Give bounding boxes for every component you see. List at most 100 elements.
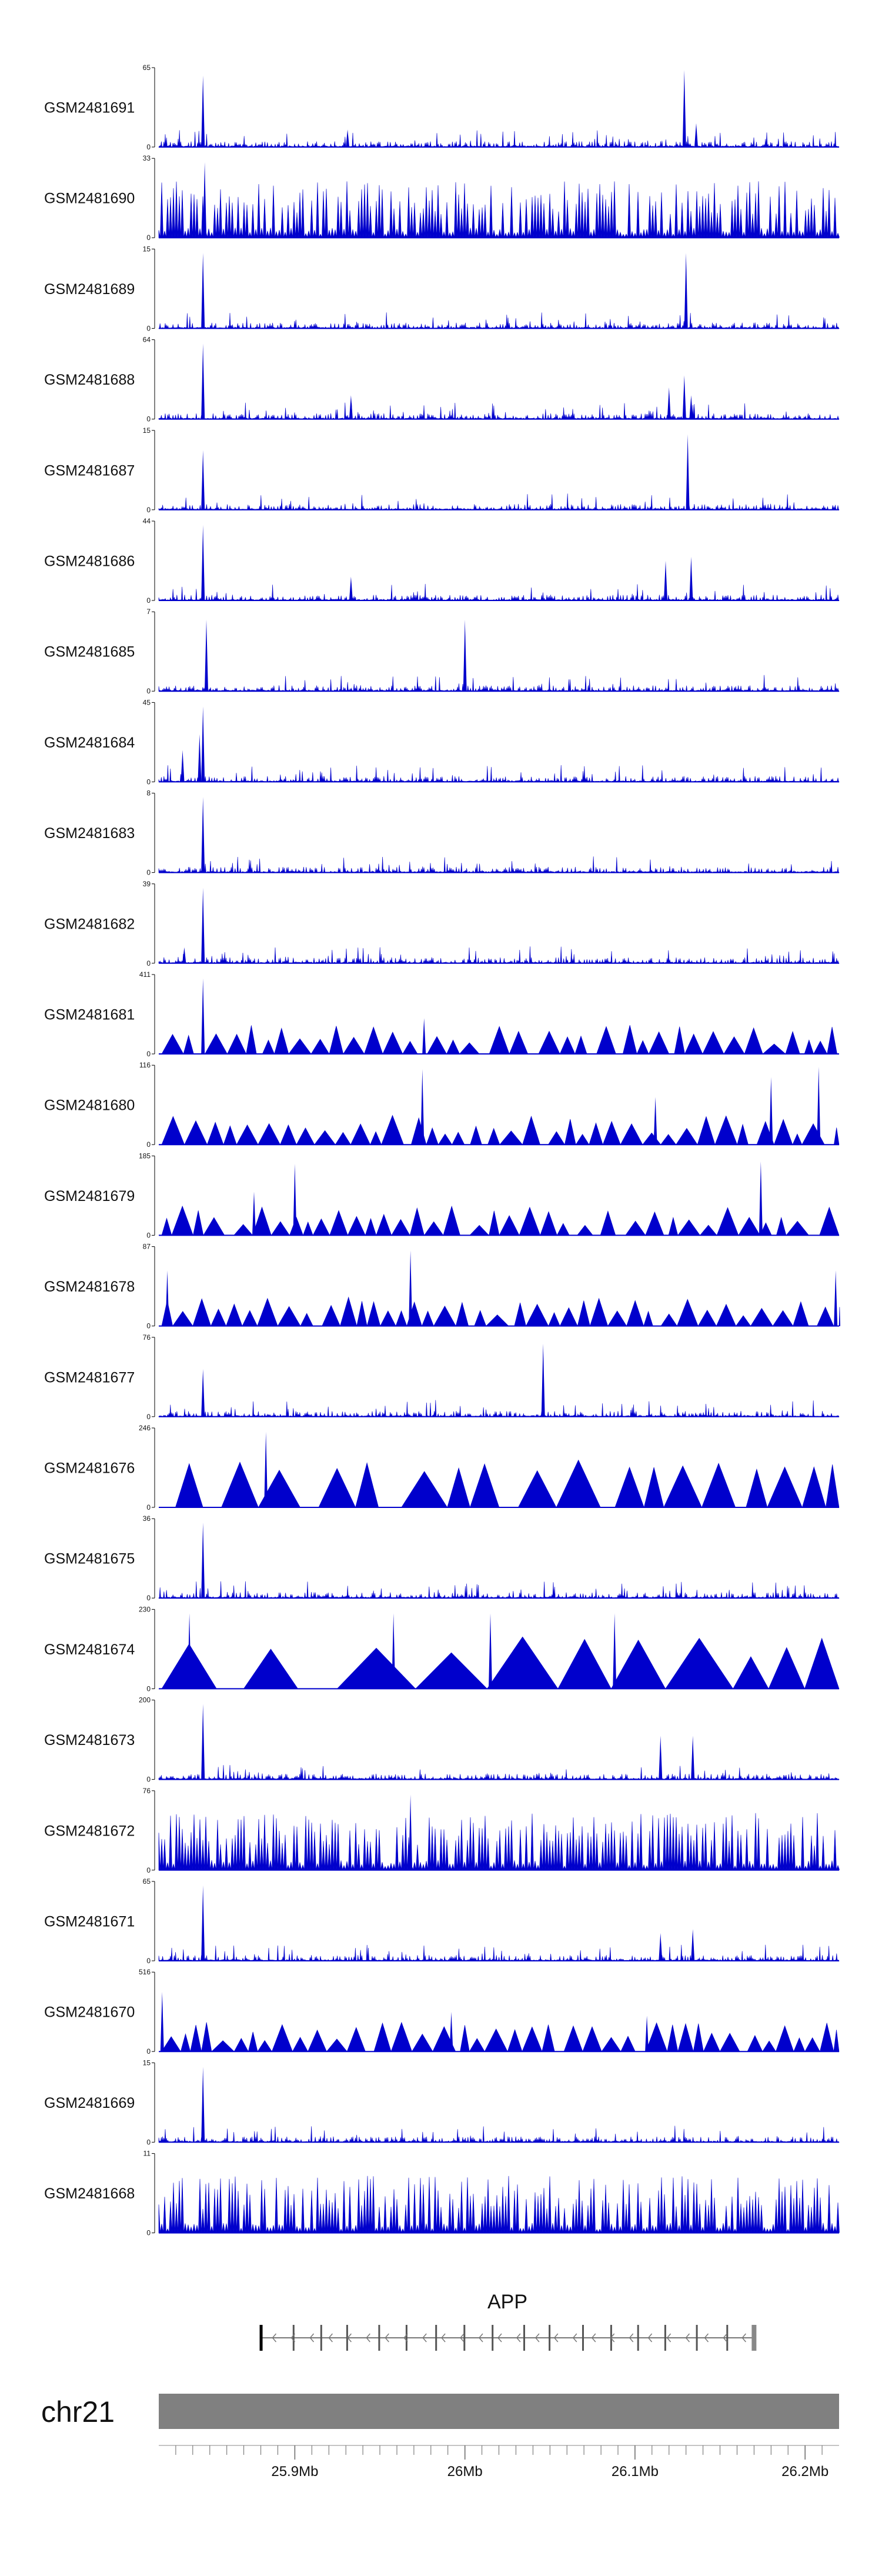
y-max-tick-label: 44 xyxy=(143,517,151,525)
signal-area xyxy=(158,130,840,148)
track-GSM2481670: GSM2481670 516 0 xyxy=(44,1968,840,2056)
signal-area xyxy=(158,765,840,782)
track-GSM2481679: GSM2481679 185 0 xyxy=(44,1152,840,1239)
signal-peak xyxy=(409,1794,413,1870)
y-max-tick-label: 76 xyxy=(143,1787,151,1795)
signal-area xyxy=(158,1813,840,1871)
signal-area xyxy=(158,493,840,510)
signal-peak xyxy=(667,387,671,419)
track-label: GSM2481690 xyxy=(44,191,135,207)
signal-peak xyxy=(201,253,205,329)
track-GSM2481675: GSM2481675 36 0 xyxy=(44,1514,840,1602)
y-min-tick-label: 0 xyxy=(146,1231,151,1239)
y-min-tick-label: 0 xyxy=(146,415,151,423)
signal-peak xyxy=(165,1270,169,1326)
y-min-tick-label: 0 xyxy=(146,2047,151,2056)
y-min-tick-label: 0 xyxy=(146,2138,151,2146)
y-min-tick-label: 0 xyxy=(146,1503,151,1511)
track-label: GSM2481669 xyxy=(44,2095,135,2111)
signal-peak xyxy=(684,253,688,329)
signal-peak xyxy=(613,1613,617,1689)
signal-peak xyxy=(664,560,667,600)
y-min-tick-label: 0 xyxy=(146,143,151,151)
signal-peak xyxy=(759,1161,763,1236)
track-GSM2481676: GSM2481676 246 0 xyxy=(44,1424,840,1511)
signal-peak xyxy=(449,2011,453,2052)
y-max-tick-label: 230 xyxy=(139,1605,151,1613)
signal-peak xyxy=(346,129,350,147)
strand-arrow-icon xyxy=(685,2333,690,2343)
y-max-tick-label: 33 xyxy=(143,154,151,162)
signal-peak xyxy=(653,1097,657,1145)
y-min-tick-label: 0 xyxy=(146,1413,151,1421)
signal-peak xyxy=(682,375,686,419)
signal-area xyxy=(158,856,840,873)
y-max-tick-label: 65 xyxy=(143,1877,151,1886)
axis-position-label: 25.9Mb xyxy=(271,2464,318,2480)
signal-peak xyxy=(201,450,205,510)
signal-peak xyxy=(817,1066,821,1145)
y-max-tick-label: 87 xyxy=(143,1243,151,1251)
gene-exon xyxy=(492,2325,494,2351)
signal-area xyxy=(158,675,840,692)
signal-area xyxy=(158,583,840,601)
track-label: GSM2481679 xyxy=(44,1188,135,1204)
y-max-tick-label: 185 xyxy=(139,1152,151,1160)
gene-exon xyxy=(463,2325,466,2351)
strand-arrow-icon xyxy=(366,2333,370,2343)
track-GSM2481677: GSM2481677 76 0 xyxy=(44,1333,840,1421)
gene-exon xyxy=(637,2325,639,2351)
signal-peak xyxy=(264,1432,268,1507)
signal-peak xyxy=(409,1250,413,1326)
y-max-tick-label: 116 xyxy=(139,1061,151,1069)
track-GSM2481678: GSM2481678 87 0 xyxy=(44,1243,841,1330)
strand-arrow-icon xyxy=(479,2333,483,2343)
axis-position-label: 26Mb xyxy=(447,2464,483,2480)
strand-arrow-icon xyxy=(647,2333,653,2343)
y-min-tick-label: 0 xyxy=(146,1957,151,1965)
signal-peak xyxy=(182,947,186,963)
y-min-tick-label: 0 xyxy=(146,1594,151,1602)
gene-exon xyxy=(405,2325,407,2351)
strand-arrow-icon xyxy=(629,2333,634,2343)
signal-peak xyxy=(201,343,205,419)
y-min-tick-label: 0 xyxy=(146,233,151,242)
strand-arrow-icon xyxy=(723,2333,727,2343)
y-max-tick-label: 15 xyxy=(143,245,151,253)
track-label: GSM2481672 xyxy=(44,1823,135,1839)
gene-exon xyxy=(696,2325,698,2351)
track-GSM2481691: GSM2481691 65 0 xyxy=(44,64,840,151)
y-max-tick-label: 39 xyxy=(143,880,151,888)
signal-peak xyxy=(201,797,205,873)
signal-peak xyxy=(203,162,207,238)
signal-area xyxy=(158,946,840,964)
track-GSM2481684: GSM2481684 45 0 xyxy=(44,698,840,786)
strand-arrow-icon xyxy=(553,2333,559,2343)
y-max-tick-label: 15 xyxy=(143,2058,151,2067)
y-min-tick-label: 0 xyxy=(146,869,151,877)
signal-peak xyxy=(769,1077,773,1145)
track-GSM2481673: GSM2481673 200 0 xyxy=(44,1696,840,1784)
signal-area xyxy=(158,181,840,238)
y-min-tick-label: 0 xyxy=(146,959,151,967)
signal-peak xyxy=(188,1613,192,1689)
track-label: GSM2481676 xyxy=(44,1460,135,1477)
signal-peak xyxy=(689,395,693,419)
gene-exon xyxy=(523,2325,525,2351)
gene-exon xyxy=(549,2325,551,2351)
strand-arrow-icon xyxy=(403,2333,408,2343)
signal-peak xyxy=(659,1933,663,1961)
signal-peak xyxy=(682,70,686,147)
gene-annotation-track: APP xyxy=(259,2291,757,2351)
signal-peak xyxy=(834,1270,838,1326)
y-min-tick-label: 0 xyxy=(146,2229,151,2237)
track-label: GSM2481670 xyxy=(44,2004,135,2021)
strand-arrow-icon xyxy=(347,2333,352,2343)
track-GSM2481690: GSM2481690 33 0 xyxy=(44,154,840,242)
y-min-tick-label: 0 xyxy=(146,1322,151,1330)
signal-area xyxy=(159,2021,840,2053)
y-max-tick-label: 11 xyxy=(143,2150,151,2158)
signal-area xyxy=(158,2175,840,2233)
track-label: GSM2481677 xyxy=(44,1369,135,1386)
signal-area xyxy=(158,1581,840,1599)
